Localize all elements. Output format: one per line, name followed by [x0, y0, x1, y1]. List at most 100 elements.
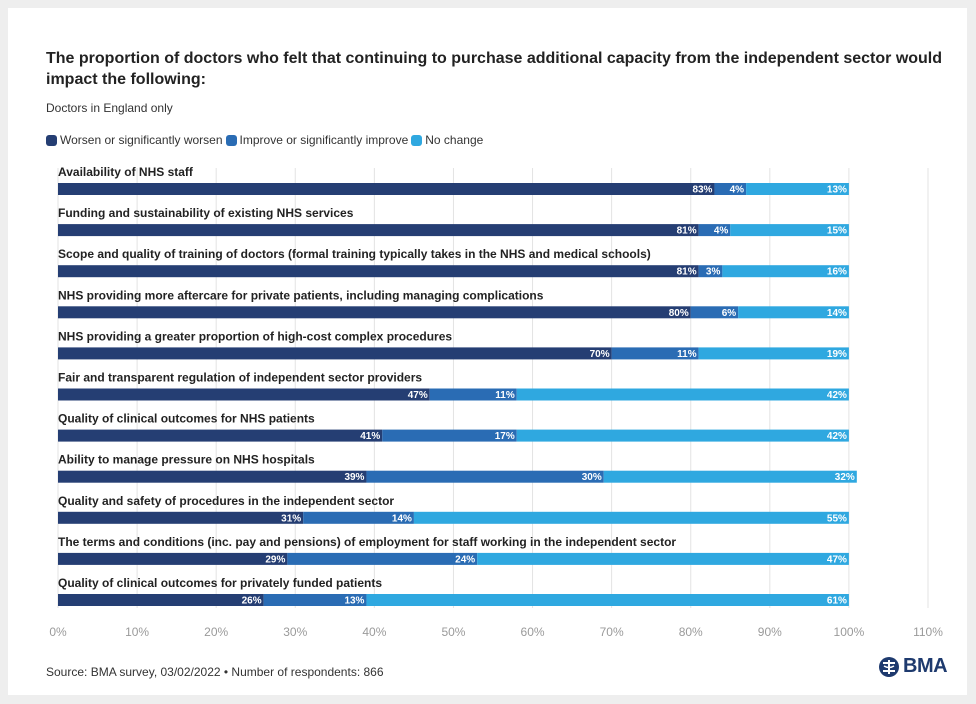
data-label: 39% — [344, 472, 364, 483]
category-label: Scope and quality of training of doctors… — [58, 247, 651, 261]
data-label: 16% — [827, 267, 847, 278]
category-label: The terms and conditions (inc. pay and p… — [58, 535, 676, 549]
chart-card: The proportion of doctors who felt that … — [8, 8, 967, 695]
bar-segment — [58, 511, 304, 524]
bar-segment — [58, 470, 367, 483]
bar-segment — [413, 511, 849, 524]
bar-segment — [698, 347, 849, 360]
bar-segment — [516, 429, 849, 442]
data-label: 32% — [835, 472, 855, 483]
bar-segment — [58, 347, 612, 360]
bar-segment — [366, 470, 604, 483]
source-note: Source: BMA survey, 03/02/2022 • Number … — [46, 665, 384, 679]
bar-segment — [698, 265, 723, 278]
legend-item-worsen: Worsen or significantly worsen — [46, 133, 223, 147]
bar-segment — [690, 306, 739, 319]
bar-segment — [746, 183, 849, 195]
bar-segment — [263, 594, 367, 606]
chart-title: The proportion of doctors who felt that … — [46, 50, 943, 88]
x-tick-label: 50% — [441, 625, 465, 639]
x-tick-label: 90% — [758, 625, 782, 639]
category-label: Quality and safety of procedures in the … — [58, 494, 394, 508]
bma-logo-text: BMA — [903, 655, 948, 677]
data-label: 4% — [714, 226, 729, 237]
data-label: 81% — [677, 226, 697, 237]
data-label: 42% — [827, 390, 847, 401]
data-label: 47% — [408, 390, 428, 401]
data-label: 15% — [827, 226, 847, 237]
data-label: 14% — [392, 513, 412, 524]
category-label: Quality of clinical outcomes for NHS pat… — [58, 412, 315, 426]
chart-legend: Worsen or significantly worsen Improve o… — [46, 133, 486, 147]
bar-segment — [730, 224, 849, 237]
data-label: 24% — [455, 554, 475, 565]
x-tick-label: 40% — [362, 625, 386, 639]
data-label: 29% — [265, 554, 285, 565]
data-label: 42% — [827, 431, 847, 442]
bar-segment — [603, 470, 857, 483]
category-label: Ability to manage pressure on NHS hospit… — [58, 453, 315, 467]
x-tick-label: 100% — [834, 625, 865, 639]
legend-label-improve: Improve or significantly improve — [239, 133, 409, 147]
bar-segment — [58, 388, 430, 401]
bar-segment — [382, 429, 517, 442]
bar-segment — [516, 388, 849, 401]
category-label: Quality of clinical outcomes for private… — [58, 576, 382, 590]
category-label: NHS providing more aftercare for private… — [58, 288, 544, 302]
bar-segment — [722, 265, 849, 278]
data-label: 70% — [590, 349, 610, 360]
x-tick-label: 0% — [49, 625, 67, 639]
chart-subtitle: Doctors in England only — [46, 101, 173, 115]
bar-segment — [303, 511, 414, 524]
x-tick-label: 80% — [679, 625, 703, 639]
data-label: 80% — [669, 308, 689, 319]
data-label: 19% — [827, 349, 847, 360]
legend-label-worsen: Worsen or significantly worsen — [60, 133, 223, 147]
bma-emblem-icon — [879, 656, 899, 677]
bar-segment — [58, 265, 699, 278]
data-label: 41% — [360, 431, 380, 442]
data-label: 14% — [827, 308, 847, 319]
bar-segment — [58, 552, 288, 565]
legend-label-no-change: No change — [425, 133, 484, 147]
data-label: 61% — [827, 596, 847, 607]
bar-segment — [58, 183, 715, 195]
category-label: Fair and transparent regulation of indep… — [58, 371, 422, 385]
stacked-bar-chart: 0% 10% 20% 30% 40% 50% 60% 70% 80% 90% 100% 110% Ava… — [49, 165, 943, 639]
data-label: 83% — [692, 185, 712, 196]
bar-segment — [366, 594, 849, 606]
bar-segment — [58, 306, 691, 319]
bar-segment — [611, 347, 699, 360]
legend-swatch-improve — [225, 134, 237, 146]
data-label: 31% — [281, 513, 301, 524]
data-label: 17% — [495, 431, 515, 442]
x-tick-label: 30% — [283, 625, 307, 639]
bar-segment — [698, 224, 731, 237]
bar-segment — [429, 388, 517, 401]
data-label: 13% — [344, 596, 364, 607]
data-label: 4% — [730, 185, 745, 196]
legend-swatch-worsen — [46, 134, 57, 146]
x-tick-label: 20% — [204, 625, 228, 639]
data-label: 47% — [827, 554, 847, 565]
data-label: 26% — [242, 596, 262, 607]
bar-segment — [714, 183, 747, 195]
category-label: Funding and sustainability of existing N… — [58, 206, 354, 220]
x-tick-label: 70% — [600, 625, 624, 639]
data-label: 11% — [677, 349, 697, 360]
data-label: 30% — [582, 472, 602, 483]
data-label: 11% — [495, 390, 515, 401]
category-label: NHS providing a greater proportion of hi… — [58, 329, 452, 343]
x-tick-label: 60% — [521, 625, 545, 639]
bar-segment — [58, 594, 264, 606]
legend-swatch-no-change — [411, 134, 423, 146]
bar-segment — [287, 552, 478, 565]
bar-segment — [58, 224, 699, 237]
data-label: 3% — [706, 267, 721, 278]
bar-segment — [738, 306, 849, 319]
category-label: Availability of NHS staff — [58, 165, 194, 179]
legend-item-no-change: No change — [411, 133, 483, 147]
data-label: 81% — [677, 267, 697, 278]
x-tick-label: 110% — [913, 625, 943, 639]
bar-segment — [477, 552, 849, 565]
